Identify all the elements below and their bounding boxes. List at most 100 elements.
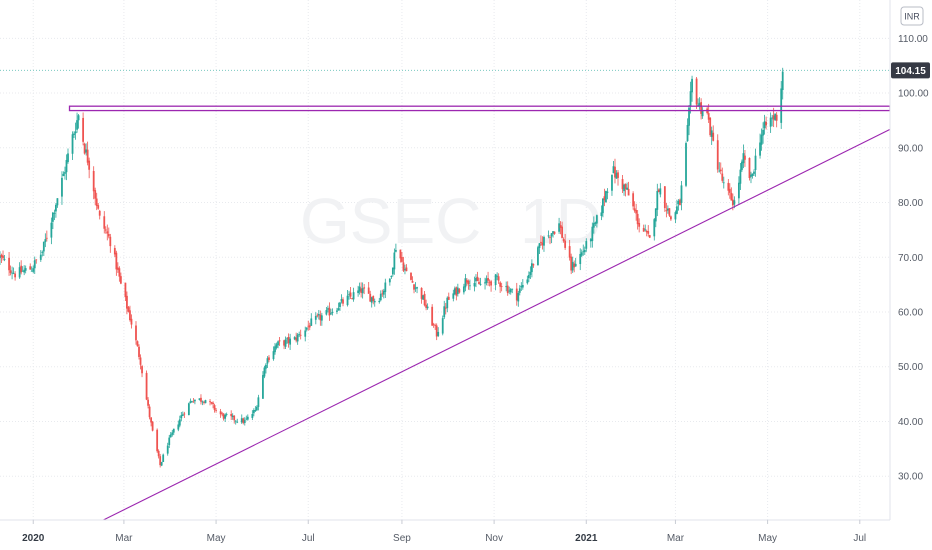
x-axis[interactable]: 2020 Mar May Jul Sep Nov 2021 Mar May Jul bbox=[0, 519, 932, 550]
candle-body bbox=[478, 281, 480, 284]
candle-body bbox=[94, 190, 97, 199]
candle-body bbox=[116, 267, 119, 270]
candle-body bbox=[452, 293, 455, 299]
candle-body bbox=[401, 257, 403, 262]
candle-body bbox=[426, 306, 429, 309]
candle-body bbox=[11, 272, 13, 274]
candle-body bbox=[42, 241, 45, 252]
candle-body bbox=[113, 248, 116, 255]
candle-body bbox=[162, 454, 165, 463]
candle-body bbox=[157, 450, 160, 457]
candle-body bbox=[346, 295, 349, 306]
candle-body bbox=[308, 325, 311, 328]
candle-body bbox=[728, 188, 731, 193]
candle-body bbox=[360, 288, 363, 293]
candle-body bbox=[213, 405, 216, 410]
candle-body bbox=[657, 189, 660, 193]
x-tick-label: Nov bbox=[485, 533, 503, 544]
candle-body bbox=[497, 276, 500, 281]
candle-body bbox=[500, 286, 503, 288]
candle-body bbox=[753, 171, 755, 174]
candle-body bbox=[139, 357, 142, 365]
candle-body bbox=[231, 415, 234, 418]
candle-body bbox=[455, 287, 458, 296]
candle-body bbox=[447, 296, 450, 300]
candle-body bbox=[537, 247, 539, 266]
candle-body bbox=[156, 429, 159, 452]
candle-body bbox=[119, 276, 122, 284]
candle-body bbox=[518, 288, 521, 293]
currency-label: INR bbox=[904, 12, 920, 22]
candle-body bbox=[617, 172, 619, 178]
candle-body bbox=[466, 279, 468, 283]
x-tick-label: Jul bbox=[302, 533, 315, 544]
candle-body bbox=[737, 182, 740, 199]
candle-body bbox=[437, 331, 440, 336]
candle-body bbox=[317, 314, 320, 316]
candle-body bbox=[62, 173, 65, 177]
candle-body bbox=[623, 184, 625, 192]
candle-body bbox=[393, 252, 396, 270]
candle-body bbox=[769, 117, 772, 127]
candle-body bbox=[319, 314, 322, 321]
candle-body bbox=[178, 419, 181, 426]
candle-body bbox=[666, 208, 669, 211]
candle-body bbox=[508, 290, 511, 292]
candle-body bbox=[721, 173, 724, 181]
candle-body bbox=[627, 188, 630, 196]
candle-body bbox=[751, 173, 754, 176]
candle-body bbox=[679, 199, 681, 206]
candle-body bbox=[595, 215, 598, 224]
candle-body bbox=[621, 179, 624, 190]
candle-body bbox=[24, 268, 27, 271]
candle-body bbox=[191, 401, 193, 402]
candle-body bbox=[283, 340, 285, 346]
candle-body bbox=[549, 237, 551, 239]
candle-body bbox=[615, 172, 618, 179]
candle-body bbox=[431, 306, 434, 326]
candle-body bbox=[733, 200, 736, 205]
candle-body bbox=[411, 281, 414, 283]
candle-body bbox=[44, 239, 47, 243]
candle-body bbox=[676, 206, 678, 214]
candle-body bbox=[614, 166, 616, 178]
candle-body bbox=[526, 279, 529, 284]
candle-body bbox=[126, 295, 128, 309]
y-tick-label: 90.00 bbox=[898, 143, 923, 154]
candle-body bbox=[425, 304, 428, 308]
resistance-zone[interactable] bbox=[68, 105, 891, 112]
currency-badge[interactable]: INR bbox=[900, 6, 924, 26]
candle-body bbox=[130, 318, 133, 325]
candle-body bbox=[553, 231, 556, 234]
candle-body bbox=[511, 288, 514, 290]
candle-body bbox=[245, 418, 248, 420]
candle-body bbox=[552, 231, 554, 234]
candle-body bbox=[462, 286, 465, 293]
candle-body bbox=[689, 91, 692, 107]
candle-body bbox=[475, 277, 477, 282]
candle-body bbox=[453, 288, 456, 295]
candle-body bbox=[293, 337, 296, 340]
candle-body bbox=[316, 315, 319, 317]
candle-body bbox=[82, 117, 85, 142]
drawings[interactable] bbox=[33, 105, 891, 550]
candle-body bbox=[296, 334, 299, 342]
candle-body bbox=[77, 115, 80, 121]
candle-body bbox=[529, 271, 532, 275]
candle-body bbox=[14, 273, 17, 278]
y-axis[interactable]: 30.00 40.00 50.00 60.00 70.00 80.00 90.00 100.0… bbox=[889, 0, 932, 520]
candle-body bbox=[698, 102, 701, 106]
candle-body bbox=[275, 344, 278, 348]
candle-body bbox=[763, 121, 766, 129]
candle-body bbox=[169, 434, 172, 438]
candle-body bbox=[0, 255, 1, 259]
support-trendline[interactable] bbox=[33, 128, 891, 550]
candle-body bbox=[665, 210, 668, 212]
candle-body bbox=[104, 229, 107, 231]
candle-body bbox=[490, 281, 492, 286]
candle-body bbox=[527, 275, 530, 279]
grid-lines bbox=[0, 0, 890, 520]
candle-body bbox=[710, 130, 713, 137]
candle-body bbox=[12, 272, 15, 274]
